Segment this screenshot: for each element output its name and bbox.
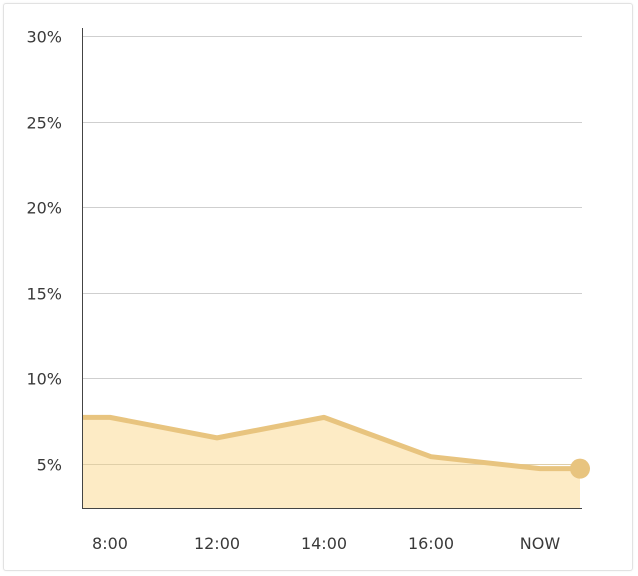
x-tick-label: 16:00 [408, 534, 454, 553]
x-tick-label: 12:00 [194, 534, 240, 553]
gridlines [82, 36, 582, 465]
x-axis-labels: 8:00 12:00 14:00 16:00 NOW [92, 534, 560, 553]
data-points [570, 458, 590, 479]
y-tick-label: 20% [26, 199, 62, 218]
area-fill [82, 417, 580, 508]
x-tick-label: 14:00 [301, 534, 347, 553]
y-tick-label: 10% [26, 370, 62, 389]
area-series [82, 414, 582, 508]
y-tick-label: 30% [26, 28, 62, 47]
x-tick-label: NOW [520, 534, 561, 553]
last-point-marker [570, 458, 590, 479]
y-axis-labels: 5% 10% 15% 20% 25% 30% [26, 28, 62, 475]
y-tick-label: 5% [37, 456, 62, 475]
y-tick-label: 15% [26, 285, 62, 304]
axes [82, 28, 582, 509]
x-tick-label: 8:00 [92, 534, 128, 553]
series-line [82, 414, 580, 472]
y-tick-label: 25% [26, 114, 62, 133]
